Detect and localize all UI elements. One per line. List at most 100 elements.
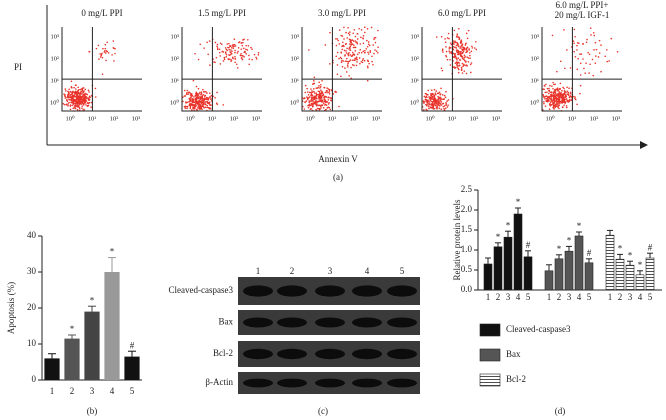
cell-dot	[348, 46, 351, 49]
cell-dot	[187, 91, 190, 94]
cell-dot	[555, 103, 557, 106]
cell-dot	[553, 101, 556, 103]
cell-dot	[200, 91, 203, 93]
cell-dot	[426, 93, 428, 96]
cell-dot	[585, 41, 588, 44]
cell-dot	[441, 48, 444, 51]
cell-dot	[440, 87, 442, 90]
cell-dot	[362, 50, 365, 53]
cell-dot	[253, 53, 256, 56]
cell-dot	[556, 90, 559, 92]
panel-label: (d)	[555, 406, 566, 416]
bar	[493, 246, 503, 291]
y-tick-label: 10²	[171, 55, 180, 62]
cell-dot	[322, 94, 324, 97]
cell-dot	[308, 97, 310, 99]
cell-dot	[347, 53, 349, 56]
cell-dot	[458, 45, 460, 47]
cell-dot	[81, 107, 83, 110]
cell-dot	[348, 38, 351, 41]
cell-dot	[582, 43, 584, 45]
cell-dot	[354, 35, 357, 38]
cell-dot	[194, 95, 197, 97]
cell-dot	[203, 97, 206, 99]
cell-dot	[81, 95, 84, 97]
cell-dot	[100, 54, 103, 57]
y-tick-label: 10²	[531, 55, 540, 62]
cell-dot	[243, 56, 245, 58]
cell-dot	[465, 32, 468, 35]
annotation: #	[587, 248, 592, 258]
cell-dot	[328, 90, 331, 92]
cell-dot	[457, 68, 460, 71]
cell-dot	[367, 53, 370, 55]
cell-dot	[205, 98, 208, 100]
cell-dot	[311, 91, 314, 94]
cell-dot	[77, 89, 80, 91]
cell-dot	[226, 43, 229, 45]
cell-dot	[439, 96, 441, 98]
cell-dot	[348, 48, 350, 50]
cell-dot	[184, 105, 187, 108]
cell-dot	[365, 47, 368, 50]
y-tick-label: 10⁰	[170, 98, 180, 106]
cell-dot	[219, 55, 221, 57]
cell-dot	[335, 44, 338, 47]
cell-dot	[428, 107, 430, 110]
cell-dot	[315, 108, 317, 111]
cell-dot	[606, 60, 609, 63]
y-tick-label: 10⁰	[530, 98, 540, 106]
cell-dot	[197, 94, 200, 96]
plot-title: 6.0 mg/L PPI	[438, 8, 486, 18]
cell-dot	[214, 41, 217, 44]
cell-dot	[352, 32, 354, 35]
cell-dot	[78, 101, 81, 103]
bar	[564, 250, 574, 291]
cell-dot	[64, 88, 67, 90]
x-tick-label: 5	[648, 292, 653, 302]
cell-dot	[320, 104, 323, 106]
cell-dot	[216, 48, 219, 51]
cell-dot	[198, 99, 201, 102]
cell-dot	[327, 99, 330, 101]
blot-band	[352, 378, 382, 388]
x-tick-label: 4	[516, 292, 521, 302]
cell-dot	[566, 90, 569, 93]
cell-dot	[304, 101, 306, 104]
cell-dot	[422, 101, 425, 103]
cell-dot	[318, 104, 320, 107]
cell-dot	[551, 85, 553, 87]
cell-dot	[428, 96, 430, 98]
x-tick-label: 10²	[470, 115, 479, 122]
cell-dot	[341, 59, 343, 62]
cell-dot	[440, 101, 443, 103]
cell-dot	[372, 63, 374, 66]
cell-dot	[466, 50, 468, 53]
cell-dot	[549, 84, 551, 87]
y-tick-label: 10⁰	[50, 98, 60, 106]
cell-dot	[216, 43, 219, 46]
cell-dot	[332, 93, 335, 95]
cell-dot	[242, 39, 244, 41]
cell-dot	[209, 64, 211, 66]
cell-dot	[377, 46, 379, 49]
cell-dot	[560, 101, 563, 104]
y-tick-label: 10³	[171, 33, 180, 40]
cell-dot	[558, 104, 560, 106]
cell-dot	[240, 57, 243, 59]
cell-dot	[320, 107, 322, 109]
cell-dot	[81, 87, 84, 90]
cell-dot	[94, 96, 97, 98]
cell-dot	[582, 58, 584, 60]
cell-dot	[320, 101, 323, 103]
cell-dot	[362, 35, 365, 37]
cell-dot	[206, 92, 208, 94]
cell-dot	[248, 63, 251, 66]
cell-dot	[329, 31, 331, 34]
cell-dot	[546, 96, 549, 99]
x-tick-label: 10⁰	[545, 114, 555, 122]
cell-dot	[308, 91, 311, 94]
cell-dot	[70, 99, 73, 102]
cell-dot	[233, 38, 236, 41]
cell-dot	[101, 73, 104, 76]
